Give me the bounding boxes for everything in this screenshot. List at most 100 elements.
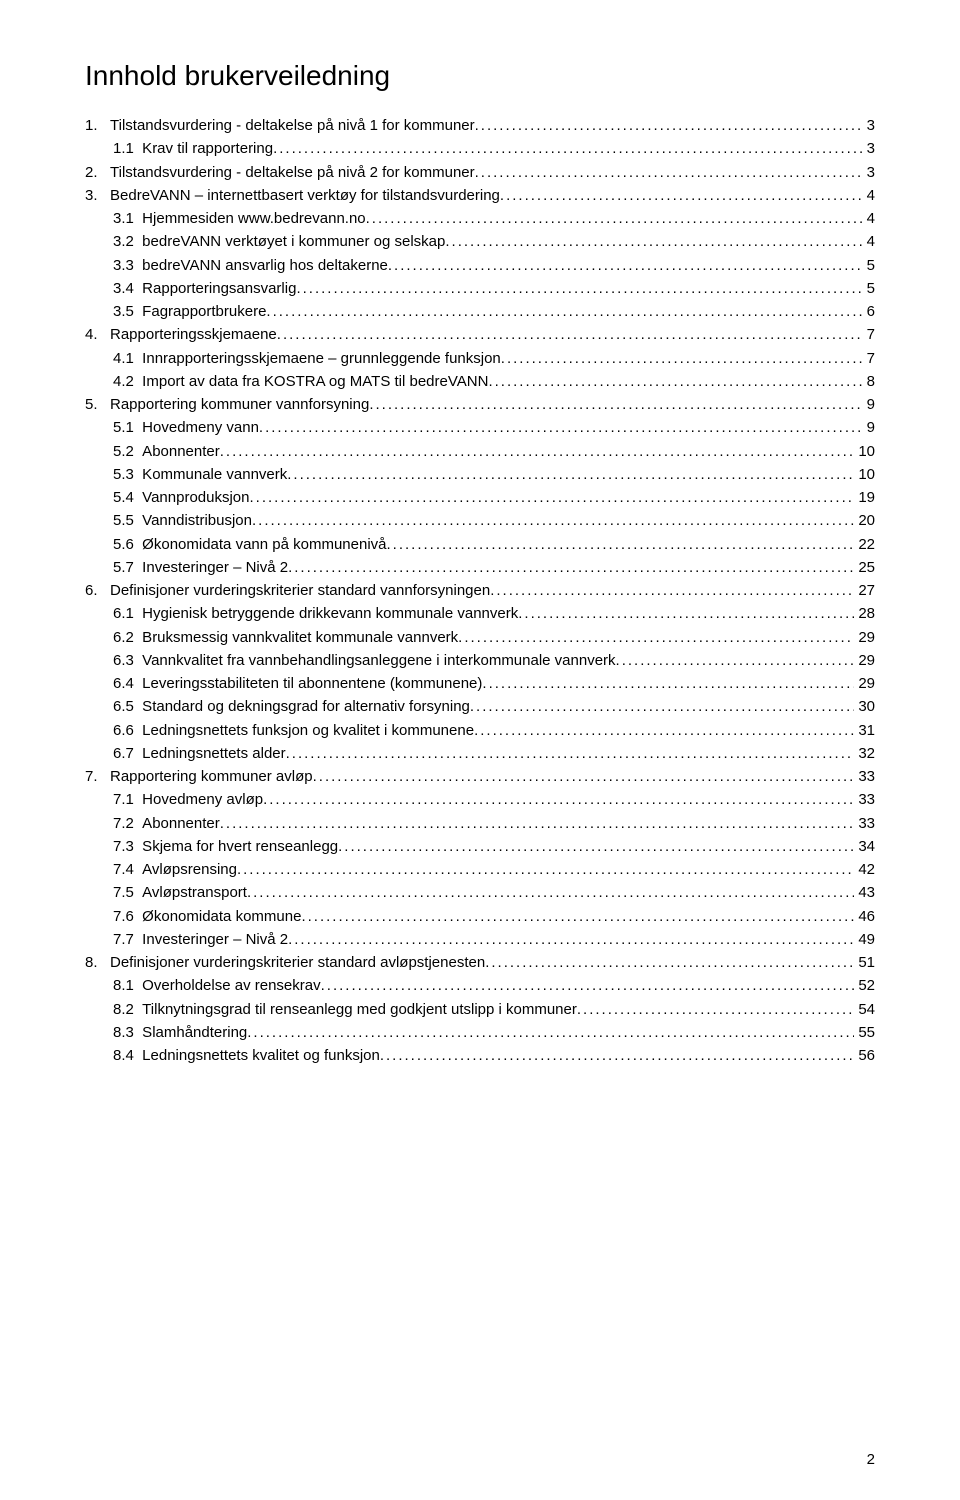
toc-entry-page: 5 <box>863 254 875 277</box>
toc-entry-page: 10 <box>854 440 875 463</box>
toc-entry-label: 4. Rapporteringsskjemaene <box>85 323 277 346</box>
toc-entry: 5. Rapportering kommuner vannforsyning 9 <box>85 393 875 416</box>
toc-entry-page: 10 <box>854 463 875 486</box>
toc-entry-label: 6.7 Ledningsnettets alder <box>113 742 286 765</box>
toc-leader-dots <box>338 835 854 858</box>
toc-leader-dots <box>488 370 862 393</box>
toc-entry: 3.1 Hjemmesiden www.bedrevann.no4 <box>85 207 875 230</box>
toc-entry: 1.1 Krav til rapportering3 <box>85 137 875 160</box>
toc-leader-dots <box>247 1021 854 1044</box>
toc-entry-label: 6.3 Vannkvalitet fra vannbehandlingsanle… <box>113 649 616 672</box>
toc-entry: 5.3 Kommunale vannverk10 <box>85 463 875 486</box>
toc-entry: 6. Definisjoner vurderingskriterier stan… <box>85 579 875 602</box>
toc-entry: 3. BedreVANN – internettbasert verktøy f… <box>85 184 875 207</box>
toc-entry-page: 33 <box>854 788 875 811</box>
toc-entry: 8.4 Ledningsnettets kvalitet og funksjon… <box>85 1044 875 1067</box>
toc-entry-label: 6.2 Bruksmessig vannkvalitet kommunale v… <box>113 626 458 649</box>
toc-entry: 5.2 Abonnenter 10 <box>85 440 875 463</box>
toc-entry-page: 30 <box>854 695 875 718</box>
toc-leader-dots <box>485 951 854 974</box>
toc-leader-dots <box>220 440 855 463</box>
toc-entry-page: 33 <box>854 765 875 788</box>
toc-entry: 8.1 Overholdelse av rensekrav52 <box>85 974 875 997</box>
toc-entry-label: 7. Rapportering kommuner avløp <box>85 765 313 788</box>
toc-entry-page: 29 <box>854 626 875 649</box>
toc-entry: 6.3 Vannkvalitet fra vannbehandlingsanle… <box>85 649 875 672</box>
toc-entry-page: 29 <box>854 649 875 672</box>
toc-entry: 3.2 bedreVANN verktøyet i kommuner og se… <box>85 230 875 253</box>
toc-entry: 5.4 Vannproduksjon19 <box>85 486 875 509</box>
toc-entry-page: 46 <box>854 905 875 928</box>
toc-leader-dots <box>296 277 862 300</box>
toc-leader-dots <box>501 347 863 370</box>
toc-leader-dots <box>277 323 863 346</box>
toc-entry-page: 32 <box>854 742 875 765</box>
toc-leader-dots <box>266 300 862 323</box>
toc-leader-dots <box>288 928 854 951</box>
toc-entry: 8.2 Tilknytningsgrad til renseanlegg med… <box>85 998 875 1021</box>
toc-entry-label: 3. BedreVANN – internettbasert verktøy f… <box>85 184 500 207</box>
toc-entry-page: 3 <box>863 161 875 184</box>
toc-entry: 7.5 Avløpstransport43 <box>85 881 875 904</box>
page-number: 2 <box>867 1451 875 1468</box>
toc-entry-page: 49 <box>854 928 875 951</box>
toc-entry-page: 25 <box>854 556 875 579</box>
toc-entry: 7.2 Abonnenter33 <box>85 812 875 835</box>
toc-entry: 5.5 Vanndistribusjon20 <box>85 509 875 532</box>
toc-leader-dots <box>380 1044 854 1067</box>
toc-entry: 3.5 Fagrapportbrukere6 <box>85 300 875 323</box>
toc-leader-dots <box>288 556 854 579</box>
toc-leader-dots <box>321 974 855 997</box>
toc-leader-dots <box>518 602 854 625</box>
toc-entry-page: 52 <box>854 974 875 997</box>
toc-entry-label: 3.2 bedreVANN verktøyet i kommuner og se… <box>113 230 445 253</box>
toc-entry-label: 6.4 Leveringsstabiliteten til abonnenten… <box>113 672 482 695</box>
table-of-contents: 1. Tilstandsvurdering - deltakelse på ni… <box>85 114 875 1067</box>
toc-leader-dots <box>301 905 854 928</box>
toc-entry: 3.4 Rapporteringsansvarlig5 <box>85 277 875 300</box>
toc-entry-label: 1.1 Krav til rapportering <box>113 137 273 160</box>
toc-entry-label: 7.5 Avløpstransport <box>113 881 247 904</box>
toc-entry: 2. Tilstandsvurdering - deltakelse på ni… <box>85 161 875 184</box>
toc-entry-label: 6.5 Standard og dekningsgrad for alterna… <box>113 695 470 718</box>
toc-leader-dots <box>220 812 855 835</box>
toc-entry-label: 8.4 Ledningsnettets kvalitet og funksjon <box>113 1044 380 1067</box>
toc-entry-page: 27 <box>854 579 875 602</box>
toc-entry: 7.7 Investeringer – Nivå 2 49 <box>85 928 875 951</box>
toc-entry-label: 5.2 Abonnenter <box>113 440 220 463</box>
toc-entry-page: 56 <box>854 1044 875 1067</box>
toc-entry-label: 8. Definisjoner vurderingskriterier stan… <box>85 951 485 974</box>
toc-entry-page: 4 <box>863 184 875 207</box>
toc-entry-label: 1. Tilstandsvurdering - deltakelse på ni… <box>85 114 475 137</box>
toc-leader-dots <box>470 695 854 718</box>
toc-entry: 1. Tilstandsvurdering - deltakelse på ni… <box>85 114 875 137</box>
toc-entry-page: 54 <box>854 998 875 1021</box>
toc-entry-label: 5.6 Økonomidata vann på kommunenivå <box>113 533 387 556</box>
toc-leader-dots <box>474 719 854 742</box>
toc-entry-page: 19 <box>854 486 875 509</box>
toc-entry-label: 7.1 Hovedmeny avløp <box>113 788 263 811</box>
toc-leader-dots <box>250 486 855 509</box>
toc-entry-label: 3.3 bedreVANN ansvarlig hos deltakerne <box>113 254 388 277</box>
toc-entry: 4.1 Innrapporteringsskjemaene – grunnleg… <box>85 347 875 370</box>
toc-leader-dots <box>273 137 863 160</box>
toc-entry-label: 8.3 Slamhåndtering <box>113 1021 247 1044</box>
toc-entry-page: 5 <box>863 277 875 300</box>
toc-entry-page: 42 <box>854 858 875 881</box>
toc-entry-label: 5.5 Vanndistribusjon <box>113 509 252 532</box>
toc-entry: 5.6 Økonomidata vann på kommunenivå22 <box>85 533 875 556</box>
toc-entry-page: 9 <box>863 393 875 416</box>
toc-leader-dots <box>500 184 863 207</box>
toc-leader-dots <box>263 788 854 811</box>
toc-entry: 6.4 Leveringsstabiliteten til abonnenten… <box>85 672 875 695</box>
toc-entry-page: 8 <box>863 370 875 393</box>
toc-leader-dots <box>366 207 863 230</box>
toc-entry-label: 7.7 Investeringer – Nivå 2 <box>113 928 288 951</box>
toc-entry: 8. Definisjoner vurderingskriterier stan… <box>85 951 875 974</box>
toc-leader-dots <box>247 881 854 904</box>
toc-entry-label: 5. Rapportering kommuner vannforsyning <box>85 393 369 416</box>
toc-entry-label: 2. Tilstandsvurdering - deltakelse på ni… <box>85 161 475 184</box>
toc-entry: 7.6 Økonomidata kommune46 <box>85 905 875 928</box>
toc-entry: 7. Rapportering kommuner avløp 33 <box>85 765 875 788</box>
toc-entry: 8.3 Slamhåndtering55 <box>85 1021 875 1044</box>
